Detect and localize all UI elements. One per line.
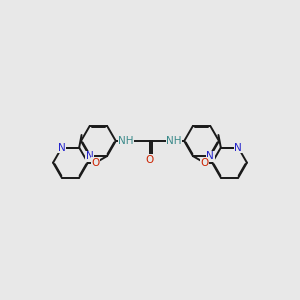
Text: N: N (58, 142, 66, 153)
Text: N: N (234, 142, 242, 153)
Text: O: O (92, 158, 100, 168)
Text: N: N (206, 151, 214, 161)
Text: NH: NH (118, 136, 134, 146)
Text: O: O (200, 158, 208, 168)
Text: N: N (86, 151, 94, 161)
Text: O: O (146, 154, 154, 165)
Text: NH: NH (166, 136, 182, 146)
